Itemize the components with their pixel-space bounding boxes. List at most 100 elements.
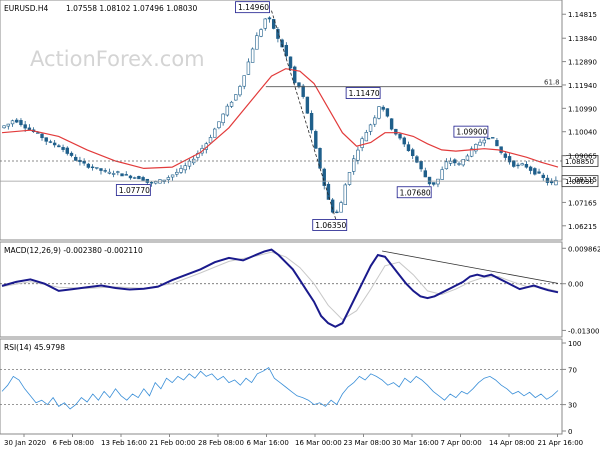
price-tag-box xyxy=(561,175,599,188)
candle-body xyxy=(229,101,234,107)
candle-body xyxy=(234,94,238,101)
x-tick-label: 14 Apr 08:00 xyxy=(489,439,535,447)
candle-body xyxy=(478,141,482,146)
candle-body xyxy=(36,132,40,134)
candle-body xyxy=(183,165,187,171)
candle-body xyxy=(246,61,251,75)
candle-body xyxy=(402,137,406,145)
price-annotation-label: 1.07680 xyxy=(400,188,431,197)
candle-body xyxy=(326,183,331,200)
candle-body xyxy=(15,119,19,123)
candle-body xyxy=(52,142,57,146)
price-annotation-box xyxy=(345,87,381,99)
candle-body xyxy=(65,147,69,154)
candle-body xyxy=(238,86,242,96)
candle-body xyxy=(170,174,175,178)
candle-body xyxy=(516,164,520,167)
candle-body xyxy=(486,137,491,140)
candle-body xyxy=(377,106,381,119)
candle-body xyxy=(305,96,310,114)
candle-body xyxy=(40,133,44,139)
watermark: ActionForex.com xyxy=(30,47,205,71)
candle-body xyxy=(90,166,95,169)
candle-body xyxy=(19,120,23,126)
price-tick-label: 1.11940 xyxy=(568,82,597,90)
candle-body xyxy=(297,82,301,88)
candle-body xyxy=(322,168,326,186)
rsi-y-axis: 100 70 30 0 xyxy=(562,340,581,436)
candle-body xyxy=(343,184,347,205)
candle-body xyxy=(373,117,377,125)
candle-body xyxy=(406,144,411,152)
candle-body xyxy=(82,160,86,164)
candle-body xyxy=(427,176,432,185)
price-panel-frame xyxy=(0,0,563,241)
price-annotation-box xyxy=(115,184,151,196)
price-tick-label: 1.12890 xyxy=(568,59,597,67)
candle-body xyxy=(48,141,53,143)
candle-body xyxy=(503,153,508,158)
candle-body xyxy=(99,168,103,171)
candle-body xyxy=(259,29,263,37)
candle-body xyxy=(154,181,158,184)
candle-body xyxy=(436,178,440,185)
candle-body xyxy=(528,166,533,171)
price-annotation-box xyxy=(396,186,432,199)
candle-body xyxy=(457,163,461,165)
x-tick-label: 21 Apr 16:00 xyxy=(538,439,584,447)
candle-body xyxy=(507,156,512,163)
x-tick-label: 6 Feb 08:00 xyxy=(53,439,94,447)
rsi-tick-label: 70 xyxy=(568,366,577,374)
x-tick-label: 28 Feb 08:00 xyxy=(198,439,244,447)
candle-body xyxy=(537,171,541,174)
x-tick-label: 16 Mar 00:00 xyxy=(295,439,342,447)
candle-body xyxy=(23,124,27,129)
candle-body xyxy=(314,131,318,149)
candle-body xyxy=(432,182,436,185)
candle-body xyxy=(187,160,192,167)
candle-body xyxy=(293,66,297,83)
candle-body xyxy=(225,105,230,116)
candle-body xyxy=(309,112,314,131)
candle-body xyxy=(213,128,217,138)
x-tick-label: 13 Feb 16:00 xyxy=(101,439,147,447)
candle-body xyxy=(124,174,128,176)
price-tick-label: 1.10040 xyxy=(568,129,597,137)
macd-line xyxy=(1,248,559,328)
chart-title: EURUSD.H4 xyxy=(4,4,48,13)
candle-body xyxy=(276,29,280,39)
candle-body xyxy=(352,158,356,172)
candle-body xyxy=(360,138,364,148)
x-tick-label: 6 Mar 16:00 xyxy=(247,439,289,447)
rsi-tick-label: 100 xyxy=(568,340,581,348)
candle-body xyxy=(465,155,470,161)
price-tick-label: 1.14815 xyxy=(568,11,597,19)
candle-body xyxy=(381,106,385,110)
x-tick-label: 30 Jan 2020 xyxy=(4,439,46,447)
macd-title: MACD(12,26,9) -0.002380 -0.002110 xyxy=(4,246,143,255)
candle-body xyxy=(141,177,145,181)
candle-body xyxy=(533,168,537,175)
moving-average-line xyxy=(1,68,559,170)
rsi-title: RSI(14) 45.9798 xyxy=(4,343,65,352)
candle-body xyxy=(368,124,373,132)
candle-body xyxy=(469,148,474,157)
candle-body xyxy=(394,128,398,135)
price-annotation-box xyxy=(235,1,270,14)
price-tick-label: 1.07165 xyxy=(568,199,597,207)
candle-body xyxy=(335,211,339,214)
candle-body xyxy=(44,137,48,142)
candle-body xyxy=(69,152,74,156)
candle-body xyxy=(116,171,120,173)
candle-body xyxy=(242,75,246,87)
candle-body xyxy=(271,19,276,29)
candle-body xyxy=(491,137,495,139)
candle-body xyxy=(86,163,91,168)
candle-body xyxy=(263,18,267,29)
fib-level-label: 61.8 xyxy=(544,79,560,87)
rsi-tick-label: 30 xyxy=(568,402,577,410)
candle-body xyxy=(423,170,428,178)
rsi-tick-label: 0 xyxy=(568,428,572,436)
price-tick-label: 1.06215 xyxy=(568,223,597,231)
